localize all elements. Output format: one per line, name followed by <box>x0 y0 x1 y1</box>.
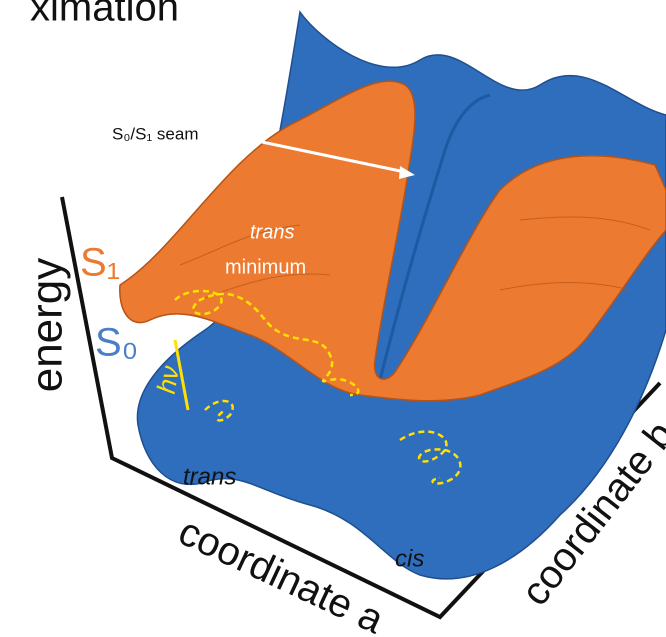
hv-label: hν <box>151 364 185 396</box>
s1-label: S₁ <box>80 241 120 285</box>
trans-minimum-label: trans <box>250 221 294 243</box>
title: ximation <box>30 0 179 30</box>
energy-label: energy <box>23 258 72 393</box>
trans-minimum-label: minimum <box>225 256 306 278</box>
cis-label: cis <box>395 545 424 572</box>
s0-label: S₀ <box>95 321 138 365</box>
seam-label: S₀/S₁ seam <box>112 124 199 143</box>
diagram: ximation S₀/S₁ seam trans minimum S₁ S₀ … <box>0 0 666 637</box>
trans-label: trans <box>183 463 236 490</box>
